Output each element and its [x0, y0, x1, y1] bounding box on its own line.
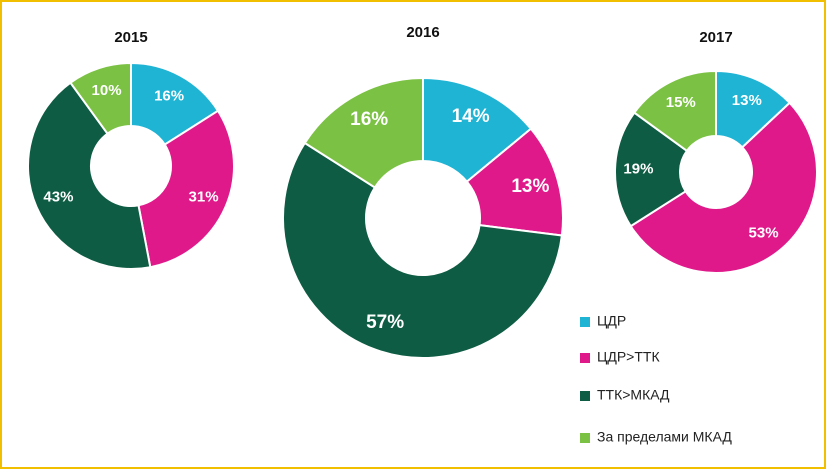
legend-swatch: [580, 317, 590, 327]
data-label: 19%: [623, 161, 653, 178]
donut-slice: [303, 76, 424, 189]
chart-title: 2016: [406, 24, 439, 41]
donut-slice: [27, 81, 152, 270]
legend-label: ЦДР>ТТК: [597, 349, 660, 365]
data-label: 31%: [189, 188, 219, 205]
data-label: 14%: [452, 106, 490, 127]
donut-slice: [629, 101, 818, 274]
data-label: 13%: [511, 176, 549, 197]
legend-label: За пределами МКАД: [597, 429, 732, 445]
donut-slice: [614, 111, 689, 228]
data-label: 43%: [43, 188, 73, 205]
legend-swatch: [580, 391, 590, 401]
legend-label: ЦДР: [597, 313, 626, 329]
donut-slice: [422, 76, 533, 184]
data-label: 57%: [366, 312, 404, 333]
chart-title: 2015: [114, 29, 147, 46]
legend-swatch: [580, 353, 590, 363]
donut-slice: [69, 61, 132, 136]
legend-label: ТТК>МКАД: [597, 387, 670, 403]
data-label: 16%: [154, 88, 184, 105]
data-label: 10%: [92, 82, 122, 99]
legend-swatch: [580, 433, 590, 443]
data-label: 13%: [732, 92, 762, 109]
donut-slice: [137, 109, 235, 269]
data-label: 15%: [666, 94, 696, 111]
donut-slice: [282, 141, 564, 359]
data-label: 53%: [749, 224, 779, 241]
data-label: 16%: [350, 109, 388, 130]
donut-slice: [632, 69, 717, 153]
chart-title: 2017: [699, 29, 732, 46]
